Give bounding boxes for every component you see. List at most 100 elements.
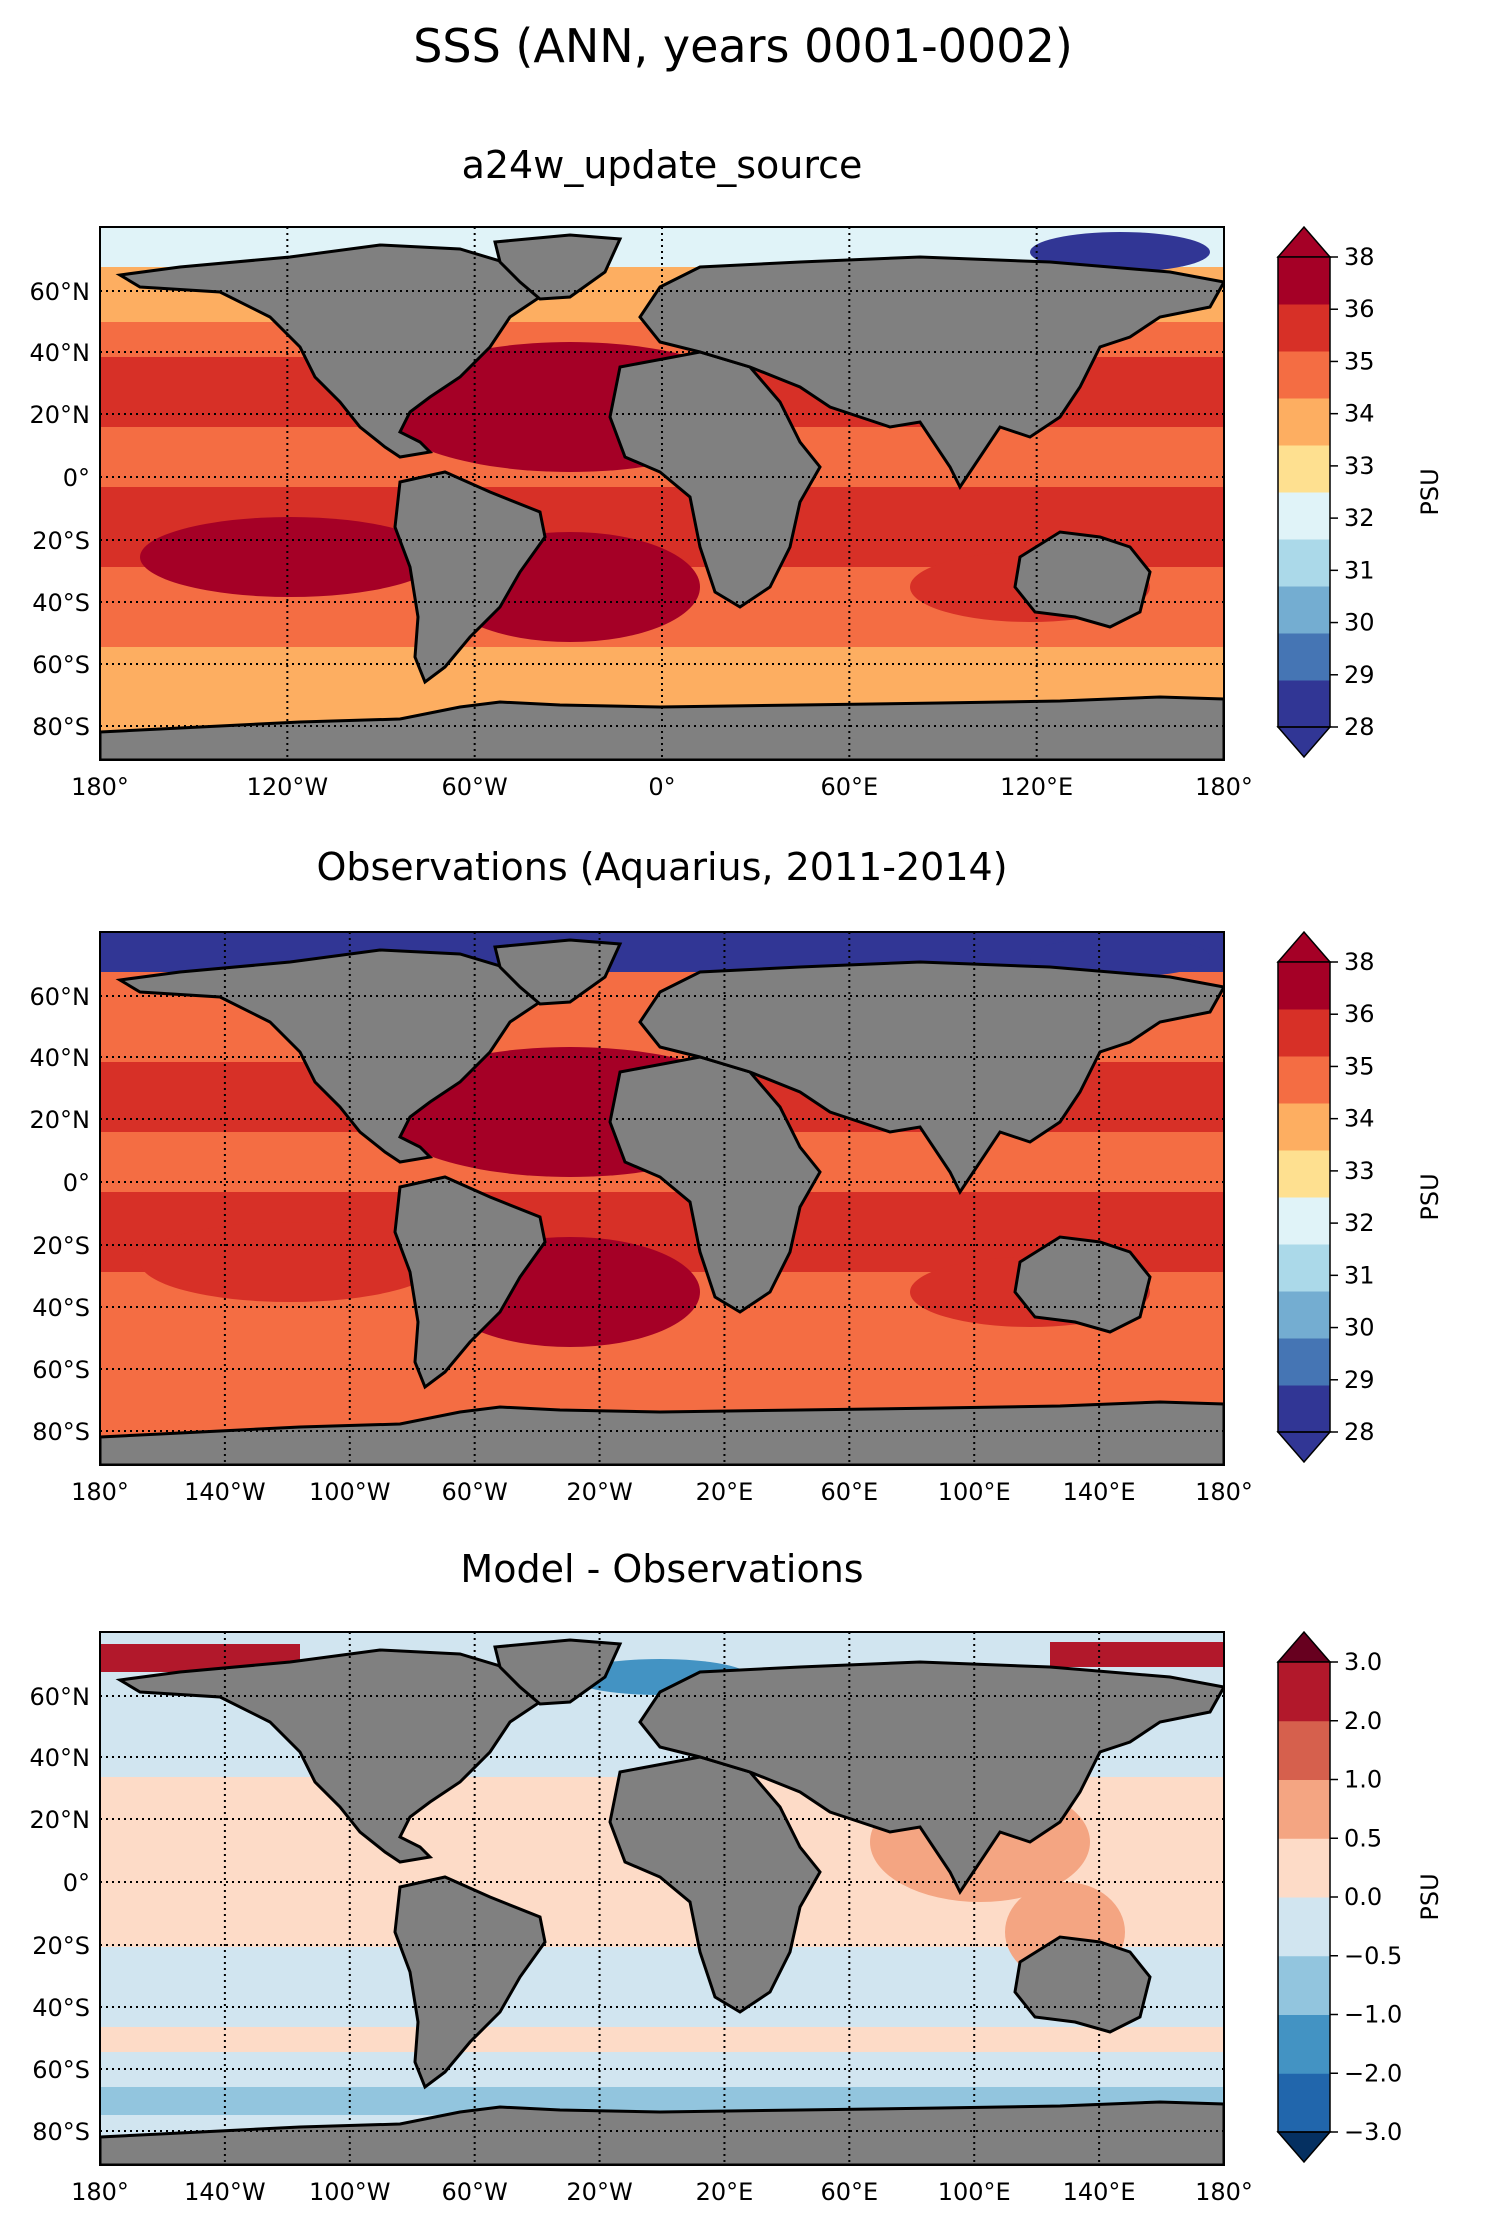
colorbar-segment	[1278, 1897, 1330, 1957]
lon-tick-label: 180°	[1195, 1478, 1253, 1506]
lat-tick-label: 40°S	[32, 1294, 90, 1322]
lon-tick-label: 100°E	[938, 2178, 1011, 2206]
colorbar-segment	[1278, 445, 1330, 493]
colorbar-segment	[1278, 257, 1330, 305]
lat-tick-label: 0°	[63, 1869, 90, 1897]
colorbar-label: PSU	[1416, 1173, 1444, 1220]
colorbar-extend-max	[1276, 1630, 1332, 1663]
lon-tick-label: 60°W	[442, 773, 508, 801]
lat-tick-label: 40°N	[30, 339, 91, 367]
lat-tick-label: 40°N	[30, 1744, 91, 1772]
gridlines	[100, 1632, 1224, 2165]
lon-tick-label: 60°E	[820, 773, 878, 801]
colorbar-tick-label: −2.0	[1344, 2059, 1402, 2087]
colorbar-segment	[1278, 633, 1330, 681]
lat-tick-label: 80°S	[32, 2118, 90, 2146]
colorbar-segment	[1278, 586, 1330, 634]
lat-tick-label: 20°S	[32, 1932, 90, 1960]
colorbar-tick-label: 35	[1344, 347, 1375, 375]
colorbar-tick-label: 31	[1344, 556, 1375, 584]
lat-tick-label: 0°	[63, 464, 90, 492]
colorbar-segment	[1278, 351, 1330, 399]
map-frame	[99, 931, 1225, 1466]
colorbar-tick-label: 33	[1344, 452, 1375, 480]
colorbar-tick-label: 38	[1344, 948, 1375, 976]
map-area: 60°N 40°N 20°N 0° 20°S 40°S 60°S 80°S 180° 120°W 6…	[30, 226, 1253, 801]
lon-tick-label: 120°E	[1000, 773, 1073, 801]
arctic-pos-east	[1050, 1642, 1224, 1667]
lat-tick-label: 60°N	[30, 983, 91, 1011]
colorbar-tick-label: −0.5	[1344, 1942, 1402, 1970]
colorbar-frame	[1277, 256, 1331, 728]
lon-tick-label: 60°W	[442, 2178, 508, 2206]
lon-tick-label: 60°E	[820, 2178, 878, 2206]
lat-tick-label: 20°S	[32, 527, 90, 555]
colorbar: 28 29 30 31 32 33 34 35 36 38 PSU	[1276, 930, 1444, 1464]
colorbar-tick-label: 35	[1344, 1052, 1375, 1080]
colorbar-tick-label: 34	[1344, 400, 1375, 428]
lon-tick-label: 140°E	[1063, 2178, 1136, 2206]
lat-tick-label: 40°S	[32, 1994, 90, 2022]
lat-tick-label: 0°	[63, 1169, 90, 1197]
colorbar-segment	[1278, 1338, 1330, 1386]
lat-tick-label: 20°S	[32, 1232, 90, 1260]
lat-tick-label: 20°N	[30, 1806, 91, 1834]
colorbar-tick-label: −3.0	[1344, 2118, 1402, 2146]
colorbar-segment	[1278, 1720, 1330, 1780]
colorbar-tick-label: 31	[1344, 1261, 1375, 1289]
lon-tick-label: 140°W	[184, 2178, 266, 2206]
lat-tick-label: 60°N	[30, 278, 91, 306]
lat-tick-label: 40°N	[30, 1044, 91, 1072]
lat-tick-label: 60°S	[32, 651, 90, 679]
colorbar-label: PSU	[1416, 1873, 1444, 1920]
lat-tick-label: 60°N	[30, 1683, 91, 1711]
south-pacific-max	[140, 1222, 440, 1302]
lat-tick-label: 80°S	[32, 1418, 90, 1446]
lon-tick-label: 20°W	[566, 2178, 632, 2206]
map-frame	[99, 1631, 1225, 2166]
lon-tick-label: 60°E	[820, 1478, 878, 1506]
lat-tick-label: 60°S	[32, 2056, 90, 2084]
panel-1: a24w_update_source 60°N 40°N 20°N 0° 20°S 40°S…	[30, 143, 1445, 801]
colorbar-segment	[1278, 492, 1330, 540]
colorbar: −3.0 −2.0 −1.0 −0.5 0.0 0.5 1.0 2.0 3.0 PSU	[1276, 1630, 1444, 2164]
lon-tick-label: 20°E	[696, 1478, 754, 1506]
colorbar-tick-label: 30	[1344, 609, 1375, 637]
map-area: 60°N 40°N 20°N 0° 20°S 40°S 60°S 80°S 180° 140°W 1…	[30, 1631, 1253, 2206]
colorbar-segment	[1278, 1779, 1330, 1839]
lat-tick-label: 60°S	[32, 1356, 90, 1384]
colorbar-extend-min	[1276, 1431, 1332, 1464]
colorbar-tick-label: 3.0	[1344, 1648, 1382, 1676]
colorbar-tick-label: 36	[1344, 295, 1375, 323]
lon-tick-label: 0°	[648, 773, 675, 801]
arctic-fresh-core	[1030, 232, 1210, 272]
colorbar-tick-label: 2.0	[1344, 1707, 1382, 1735]
colorbar-tick-label: 28	[1344, 1418, 1375, 1446]
colorbar-segment	[1278, 1955, 1330, 2015]
colorbar-segment	[1278, 1838, 1330, 1898]
colorbar-segment	[1278, 2014, 1330, 2074]
panel-title: Observations (Aquarius, 2011-2014)	[316, 845, 1007, 889]
colorbar-segment	[1278, 1244, 1330, 1292]
colorbar-extend-max	[1276, 930, 1332, 963]
panel-2: Observations (Aquarius, 2011-2014) 60°N 40…	[30, 845, 1445, 1506]
colorbar-segment	[1278, 1150, 1330, 1198]
lon-tick-label: 140°E	[1063, 1478, 1136, 1506]
colorbar-tick-label: 34	[1344, 1105, 1375, 1133]
lon-tick-label: 60°W	[442, 1478, 508, 1506]
panel-3: Model - Observations 60°N 40°N 20°N 0° 20°S 40…	[30, 1547, 1445, 2206]
colorbar-extend-min	[1276, 726, 1332, 759]
lon-tick-label: 100°W	[309, 2178, 391, 2206]
lon-tick-label: 140°W	[184, 1478, 266, 1506]
difference-band	[100, 2027, 1224, 2052]
lon-tick-label: 20°W	[566, 1478, 632, 1506]
colorbar-segment	[1278, 539, 1330, 587]
south-pacific-max	[140, 517, 440, 597]
salinity-field	[100, 1632, 1224, 2165]
panel-title: Model - Observations	[460, 1547, 863, 1591]
salinity-field	[100, 932, 1224, 1465]
panel-title: a24w_update_source	[462, 143, 863, 187]
colorbar-segment	[1278, 398, 1330, 446]
lat-tick-label: 40°S	[32, 589, 90, 617]
colorbar-tick-label: 33	[1344, 1157, 1375, 1185]
